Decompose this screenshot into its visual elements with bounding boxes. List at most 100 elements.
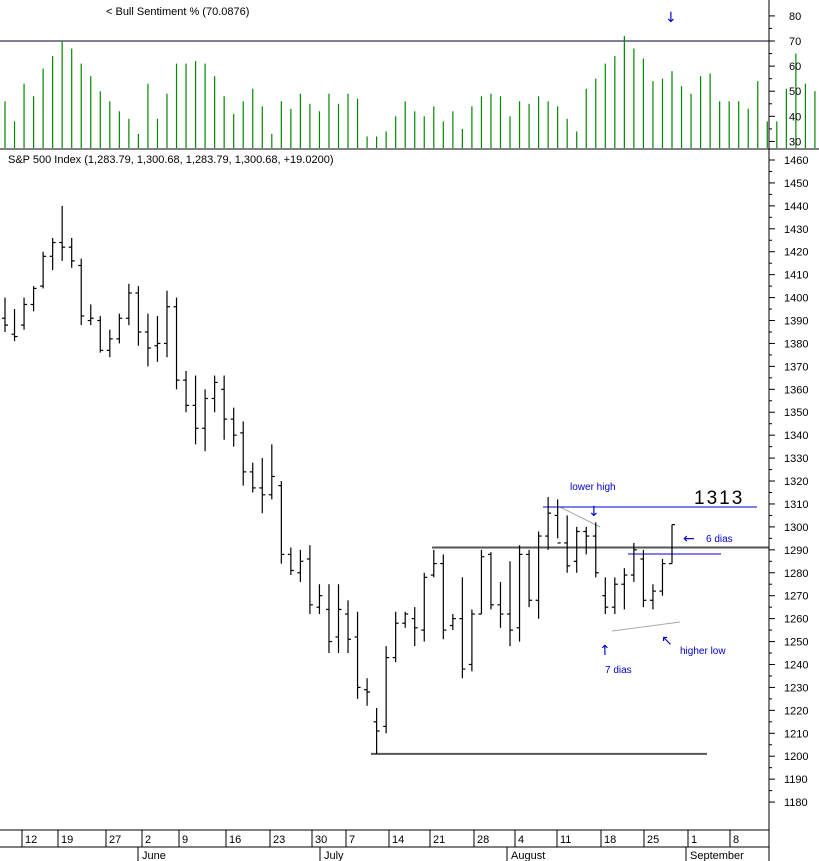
sentiment-tick-label: 60 — [789, 61, 801, 73]
annotation-higher-low: higher low — [680, 646, 726, 657]
ohlc-bar — [478, 549, 485, 615]
ohlc-bar — [135, 286, 142, 346]
x-tick-label: 16 — [229, 834, 241, 846]
x-axis: 12 19 27 2 9 16 23 30 7 14 21 28 4 11 18 25 1 8 June July A… — [0, 829, 769, 861]
ohlc-bar — [411, 607, 418, 647]
ohlc-bar — [449, 614, 456, 631]
price-panel: S&P 500 Index (1,283.79, 1,300.68, 1,283… — [2, 154, 808, 809]
price-tick-label: 1230 — [784, 682, 808, 694]
month-label: June — [142, 850, 166, 861]
ohlc-bar — [221, 375, 228, 440]
price-tick-label: 1320 — [784, 476, 808, 488]
ohlc-bar — [278, 481, 285, 564]
ohlc-bar — [468, 609, 475, 672]
sentiment-tick-label: 80 — [789, 11, 801, 23]
x-tick-label: 30 — [315, 834, 327, 846]
ohlc-bar — [440, 554, 447, 640]
price-tick-label: 1370 — [784, 361, 808, 373]
ohlc-bar — [268, 444, 275, 500]
ohlc-bar — [78, 258, 85, 326]
price-tick-label: 1380 — [784, 338, 808, 350]
x-tick-label: 18 — [604, 834, 616, 846]
ohlc-bar — [516, 545, 523, 642]
down-arrow-icon: ↓ — [588, 504, 600, 520]
x-tick-label: 25 — [647, 834, 659, 846]
annotation-6-dias: 6 dias — [706, 534, 733, 545]
ohlc-bar — [40, 251, 47, 289]
ohlc-bar — [535, 531, 542, 619]
x-tick-label: 7 — [349, 834, 355, 846]
price-tick-label: 1280 — [784, 568, 808, 580]
ohlc-bar — [564, 515, 571, 573]
ohlc-bar — [106, 329, 113, 358]
up-left-arrow-icon: ↖ — [661, 633, 673, 649]
price-tick-label: 1200 — [784, 751, 808, 763]
ohlc-bar — [68, 237, 75, 268]
price-tick-label: 1430 — [784, 224, 808, 236]
month-label: July — [324, 850, 344, 861]
ohlc-bar — [345, 600, 352, 654]
ohlc-bar — [392, 611, 399, 663]
ohlc-bar — [116, 313, 123, 344]
price-tick-label: 1440 — [784, 201, 808, 213]
ohlc-bar — [611, 577, 618, 615]
ohlc-bar — [649, 584, 656, 610]
ohlc-bar — [306, 545, 313, 615]
ohlc-bar — [49, 237, 56, 271]
price-tick-label: 1360 — [784, 384, 808, 396]
x-tick-label: 27 — [109, 834, 121, 846]
ohlc-bar — [592, 522, 599, 578]
ohlc-bar — [183, 370, 190, 413]
ohlc-bar — [173, 297, 180, 390]
price-tick-label: 1180 — [784, 797, 808, 809]
ohlc-bar — [640, 549, 647, 608]
sentiment-tick-label: 40 — [789, 111, 801, 123]
price-tick-label: 1250 — [784, 637, 808, 649]
price-tick-label: 1240 — [784, 659, 808, 671]
ohlc-bar — [364, 678, 371, 706]
ohlc-bar — [97, 315, 104, 353]
price-tick-label: 1220 — [784, 705, 808, 717]
sentiment-tick-label: 70 — [789, 36, 801, 48]
ohlc-bar — [430, 549, 437, 578]
ohlc-bar — [602, 577, 609, 615]
price-tick-label: 1210 — [784, 728, 808, 740]
ohlc-bar — [11, 309, 18, 342]
price-title: S&P 500 Index (1,283.79, 1,300.68, 1,283… — [8, 154, 333, 166]
x-tick-label: 12 — [25, 834, 37, 846]
price-tick-label: 1460 — [784, 155, 808, 167]
x-tick-label: 8 — [733, 834, 739, 846]
price-tick-label: 1390 — [784, 316, 808, 328]
down-arrow-icon: ↓ — [665, 10, 677, 26]
ohlc-bar — [487, 552, 494, 610]
x-tick-label: 23 — [273, 834, 285, 846]
ohlc-bar — [497, 581, 504, 628]
x-ticks: 12 19 27 2 9 16 23 30 7 14 21 28 4 11 18 25 1 8 — [21, 830, 739, 847]
ohlc-bar — [583, 526, 590, 555]
price-tick-label: 1410 — [784, 270, 808, 282]
ohlc-bar — [230, 407, 237, 447]
sentiment-title: < Bull Sentiment % (70.0876) — [106, 6, 249, 18]
price-tick-label: 1450 — [784, 178, 808, 190]
price-tick-label: 1350 — [784, 407, 808, 419]
ohlc-bar — [144, 313, 151, 367]
price-tick-label: 1330 — [784, 453, 808, 465]
price-tick-label: 1340 — [784, 430, 808, 442]
price-tick-label: 1270 — [784, 591, 808, 603]
sentiment-panel: < Bull Sentiment % (70.0876) 30 40 50 60 70 8… — [0, 6, 819, 150]
up-arrow-icon: ↑ — [599, 643, 611, 659]
x-tick-label: 28 — [477, 834, 489, 846]
ohlc-bar — [192, 375, 199, 445]
ohlc-bar — [202, 389, 209, 452]
ohlc-bar — [21, 297, 28, 330]
price-tick-label: 1190 — [784, 774, 808, 786]
annotation-lower-high: lower high — [570, 482, 616, 493]
annotation-1313: 1313 — [694, 488, 744, 509]
ohlc-bar — [383, 646, 390, 734]
price-tick-label: 1260 — [784, 614, 808, 626]
ohlc-bar — [335, 584, 342, 654]
ohlc-bar — [297, 549, 304, 582]
x-tick-label: 14 — [392, 834, 404, 846]
ohlc-bar — [545, 497, 552, 550]
